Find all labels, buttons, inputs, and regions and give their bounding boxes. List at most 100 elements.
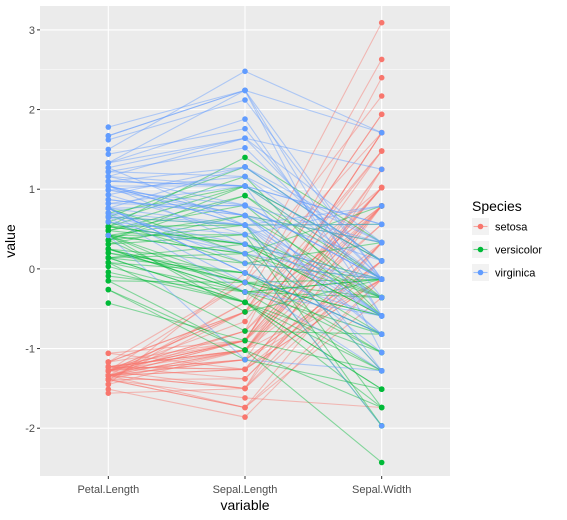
data-point-virginica — [105, 160, 112, 166]
y-tick-label: 3 — [29, 25, 35, 37]
data-point-virginica — [105, 192, 112, 198]
x-tick-label: Sepal.Length — [213, 484, 278, 496]
legend: Species setosa versicolor virginica — [472, 198, 542, 281]
data-point-virginica — [378, 203, 385, 209]
data-point-versicolor — [105, 263, 112, 270]
data-point-virginica — [105, 178, 112, 185]
x-tick-label: Sepal.Width — [352, 484, 411, 496]
data-point-virginica — [378, 368, 385, 374]
data-point-virginica — [378, 294, 385, 301]
data-point-setosa — [105, 359, 112, 365]
series-points — [105, 19, 385, 466]
data-point-virginica — [242, 203, 248, 209]
data-point-virginica — [105, 210, 112, 216]
data-point-virginica — [242, 222, 248, 228]
data-point-virginica — [378, 423, 385, 429]
data-point-virginica — [242, 212, 248, 219]
data-point-virginica — [105, 214, 112, 220]
data-point-setosa — [105, 350, 112, 357]
data-point-virginica — [105, 173, 112, 180]
data-point-versicolor — [105, 246, 112, 252]
data-point-virginica — [105, 196, 112, 203]
data-point-virginica — [378, 276, 385, 283]
data-point-setosa — [378, 19, 385, 26]
data-point-setosa — [242, 404, 248, 411]
data-point-versicolor — [378, 404, 385, 411]
data-point-setosa — [378, 111, 385, 118]
data-point-setosa — [105, 372, 112, 379]
data-point-versicolor — [242, 154, 248, 161]
data-point-versicolor — [105, 227, 112, 234]
data-point-virginica — [378, 221, 385, 228]
data-point-virginica — [242, 116, 248, 122]
data-point-virginica — [105, 219, 112, 225]
data-point-virginica — [242, 250, 248, 257]
data-point-virginica — [378, 239, 385, 246]
y-tick-label: 2 — [29, 105, 35, 117]
data-point-setosa — [242, 366, 248, 373]
data-point-virginica — [105, 205, 112, 212]
data-point-virginica — [378, 331, 385, 338]
data-point-virginica — [242, 125, 248, 132]
data-point-setosa — [105, 364, 112, 370]
data-point-setosa — [242, 414, 248, 420]
data-point-versicolor — [105, 223, 112, 230]
data-point-setosa — [242, 385, 248, 392]
data-point-virginica — [242, 145, 248, 151]
data-point-setosa — [378, 74, 385, 81]
data-point-virginica — [105, 232, 112, 239]
data-point-virginica — [105, 183, 112, 189]
data-point-virginica — [242, 135, 248, 141]
data-point-versicolor — [242, 309, 248, 315]
data-point-virginica — [242, 97, 248, 103]
data-point-virginica — [242, 68, 248, 75]
data-point-virginica — [242, 241, 248, 247]
data-point-virginica — [105, 133, 112, 139]
y-tick-label: -1 — [25, 344, 35, 356]
y-axis: -2 -1 0 1 2 3 — [25, 25, 40, 435]
legend-key-point — [477, 223, 484, 230]
data-point-setosa — [242, 376, 248, 382]
data-point-versicolor — [105, 237, 112, 243]
y-tick-label: 1 — [29, 184, 35, 196]
data-point-setosa — [378, 56, 385, 63]
data-point-setosa — [105, 376, 112, 383]
x-axis: Petal.Length Sepal.Length Sepal.Width — [77, 476, 411, 496]
data-point-versicolor — [242, 347, 248, 353]
data-point-virginica — [105, 187, 112, 193]
data-point-virginica — [242, 279, 248, 286]
data-point-versicolor — [242, 337, 248, 344]
data-point-versicolor — [105, 250, 112, 256]
data-point-virginica — [105, 151, 112, 157]
data-point-virginica — [378, 258, 385, 264]
data-point-versicolor — [242, 192, 248, 199]
data-point-virginica — [242, 183, 248, 189]
data-point-virginica — [378, 313, 385, 319]
data-point-setosa — [105, 368, 112, 374]
data-point-virginica — [242, 173, 248, 180]
data-point-setosa — [105, 390, 112, 397]
data-point-virginica — [242, 164, 248, 170]
legend-title: Species — [472, 198, 522, 214]
data-point-setosa — [378, 93, 385, 99]
y-tick-label: 0 — [29, 264, 35, 276]
y-axis-title: value — [2, 224, 18, 258]
data-point-versicolor — [105, 254, 112, 261]
data-point-virginica — [105, 200, 112, 207]
data-point-virginica — [105, 146, 112, 153]
data-point-setosa — [378, 148, 385, 154]
data-point-versicolor — [242, 299, 248, 306]
legend-key-point — [477, 269, 484, 276]
data-point-setosa — [378, 184, 385, 191]
data-point-versicolor — [242, 328, 248, 334]
data-point-virginica — [242, 289, 248, 295]
data-point-versicolor — [105, 300, 112, 306]
data-point-versicolor — [105, 241, 112, 247]
data-point-versicolor — [105, 278, 112, 284]
data-point-virginica — [105, 124, 112, 130]
data-point-versicolor — [105, 269, 112, 275]
data-point-virginica — [105, 164, 112, 171]
legend-label-versicolor: versicolor — [495, 245, 542, 257]
legend-keys: setosa versicolor virginica — [472, 218, 542, 281]
